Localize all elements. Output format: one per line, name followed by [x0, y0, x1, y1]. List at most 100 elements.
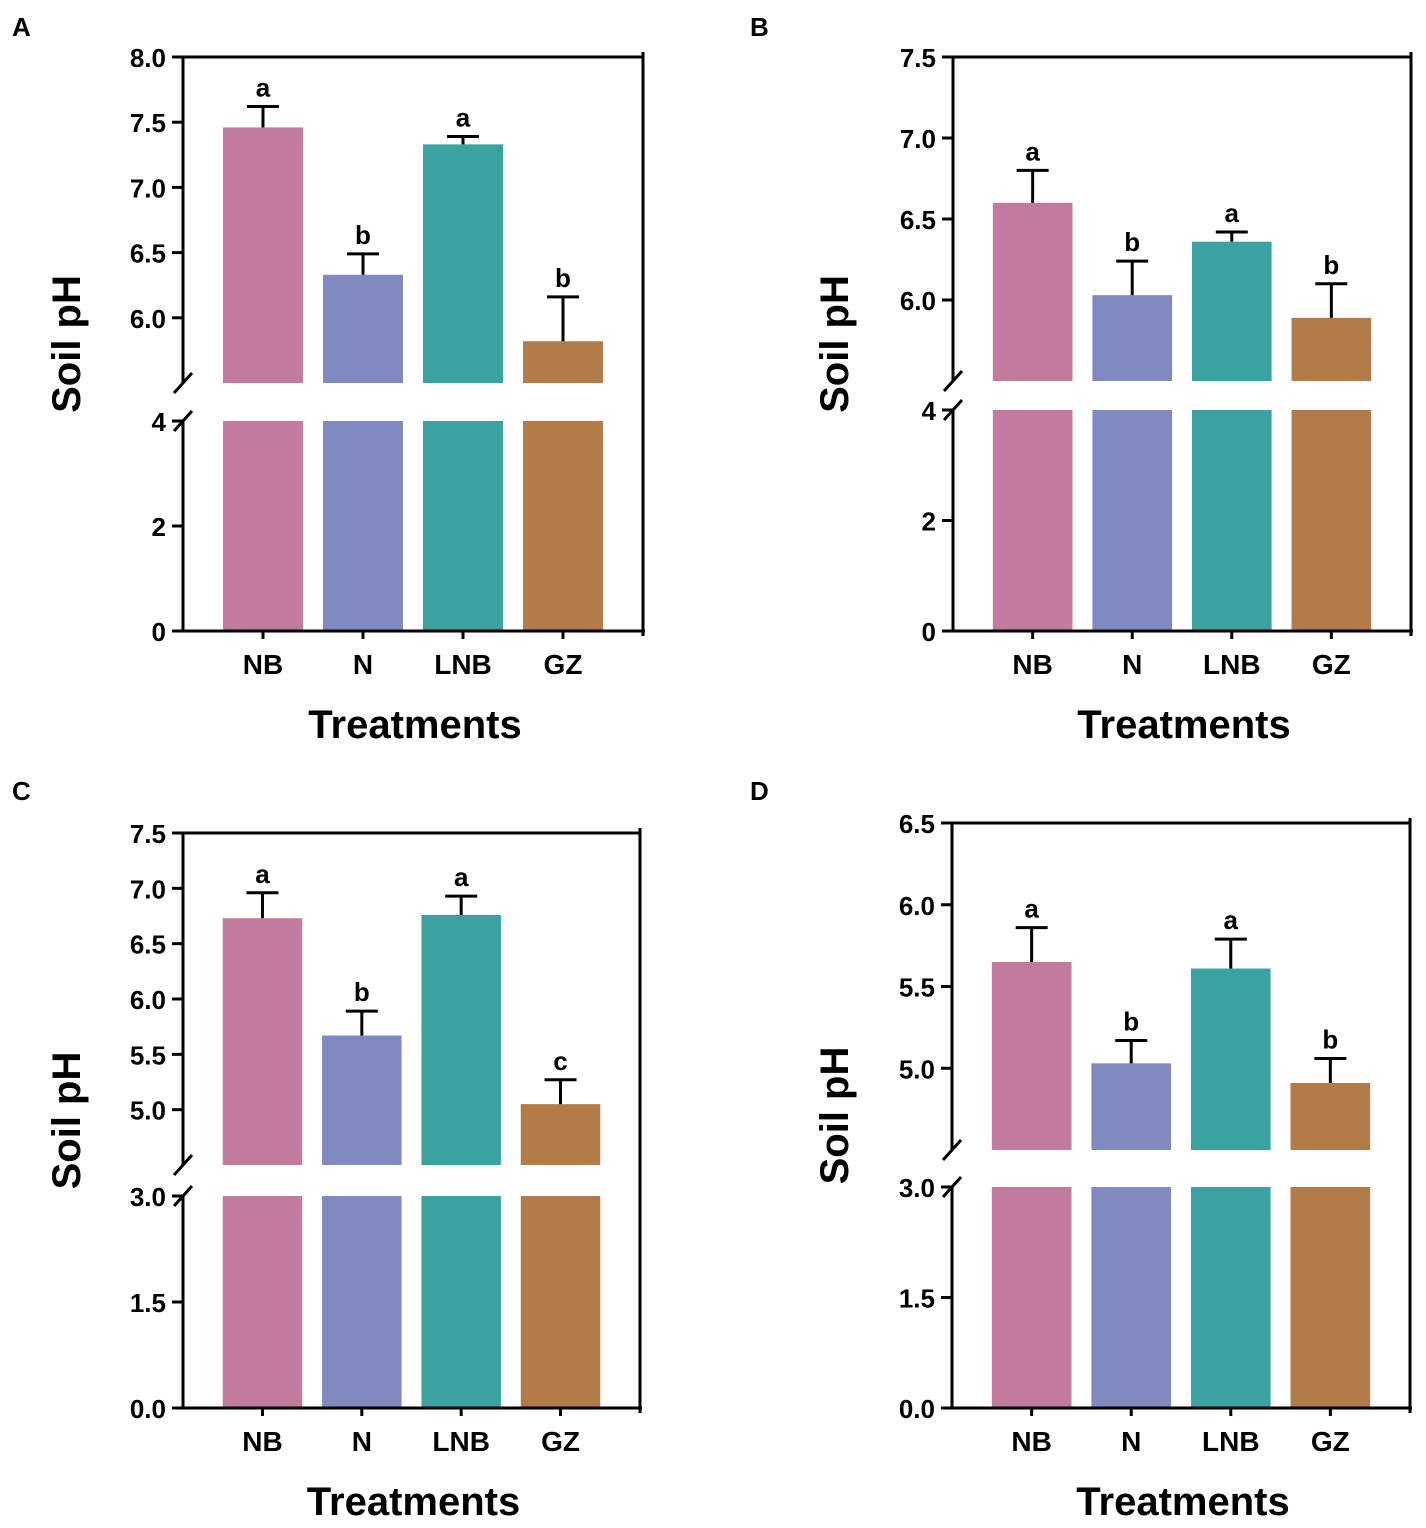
y-tick-label: 6.5 [130, 239, 166, 269]
bar-lower-NB [992, 410, 1073, 631]
panel-label: B [750, 12, 769, 42]
x-tick-label-N: N [1122, 649, 1142, 680]
bar-upper-LNB [1191, 241, 1272, 381]
bar-upper-GZ [1290, 1082, 1371, 1150]
significance-letter-GZ: b [555, 263, 571, 293]
x-tick-label-NB: NB [1011, 1426, 1051, 1457]
bar-lower-GZ [1290, 1187, 1371, 1408]
y-tick-label: 8.0 [130, 43, 166, 73]
bar-upper-NB [991, 961, 1072, 1150]
significance-letter-GZ: b [1322, 1024, 1338, 1054]
y-tick-label: 3.0 [130, 1182, 166, 1212]
y-tick-label: 7.0 [130, 874, 166, 904]
bar-lower-LNB [421, 1196, 501, 1408]
significance-letter-N: b [355, 220, 371, 250]
axis-break-mark [942, 369, 964, 393]
y-tick-label: 6.5 [899, 809, 935, 839]
x-tick-label-NB: NB [1012, 649, 1052, 680]
panel-label: A [12, 12, 31, 42]
y-tick-label: 1.5 [899, 1284, 935, 1314]
significance-letter-N: b [1123, 1006, 1139, 1036]
bar-upper-GZ [1291, 317, 1372, 381]
bar-upper-N [322, 1035, 402, 1165]
significance-letter-GZ: b [1323, 250, 1339, 280]
y-tick-label: 0 [922, 617, 936, 647]
significance-letter-LNB: a [1224, 905, 1239, 935]
x-tick-label-GZ: GZ [1311, 1426, 1350, 1457]
y-axis-title: Soil pH [45, 1052, 89, 1190]
y-tick-label: 0 [152, 617, 166, 647]
y-tick-label: 2 [922, 507, 936, 537]
y-tick-label: 6.5 [900, 205, 936, 235]
significance-letter-NB: a [255, 859, 270, 889]
y-tick-label: 3.0 [899, 1173, 935, 1203]
y-tick-label: 5.5 [899, 973, 935, 1003]
y-tick-label: 7.5 [130, 819, 166, 849]
significance-letter-LNB: a [1225, 198, 1240, 228]
y-tick-label: 7.0 [130, 173, 166, 203]
bar-lower-N [1092, 410, 1173, 631]
bar-upper-N [1092, 295, 1173, 381]
y-axis-title: Soil pH [45, 275, 89, 413]
bar-upper-GZ [520, 1104, 601, 1165]
bar-lower-LNB [423, 421, 503, 631]
significance-letter-LNB: a [454, 862, 469, 892]
y-tick-label: 5.0 [130, 1096, 166, 1126]
bar-lower-GZ [1291, 410, 1372, 631]
bar-lower-NB [222, 1196, 303, 1408]
bar-upper-NB [222, 918, 303, 1165]
bar-upper-GZ [523, 341, 603, 383]
panel-label: C [12, 776, 31, 806]
x-tick-label-N: N [1121, 1426, 1141, 1457]
y-tick-label: 6.0 [899, 891, 935, 921]
bar-lower-NB [991, 1187, 1072, 1408]
x-axis-title: Treatments [1076, 1480, 1289, 1524]
x-tick-label-LNB: LNB [432, 1426, 490, 1457]
x-tick-label-NB: NB [243, 649, 283, 680]
panel-label: D [750, 776, 769, 806]
x-tick-label-N: N [353, 649, 373, 680]
axis-break-mark [941, 1138, 963, 1162]
bar-upper-LNB [423, 144, 503, 383]
y-tick-label: 7.5 [130, 108, 166, 138]
axis-break-mark [172, 371, 194, 395]
x-tick-label-LNB: LNB [1202, 1426, 1260, 1457]
x-axis-title: Treatments [1077, 703, 1290, 747]
bar-lower-N [322, 1196, 402, 1408]
y-axis-title: Soil pH [813, 275, 857, 413]
y-tick-label: 6.0 [900, 286, 936, 316]
x-tick-label-GZ: GZ [544, 649, 583, 680]
y-tick-label: 0.0 [130, 1394, 166, 1424]
bar-upper-LNB [421, 914, 501, 1165]
x-tick-label-LNB: LNB [1203, 649, 1261, 680]
bar-lower-N [1091, 1187, 1172, 1408]
y-tick-label: 4 [152, 407, 167, 437]
x-tick-label-LNB: LNB [434, 649, 492, 680]
bar-upper-NB [992, 202, 1073, 381]
x-tick-label-N: N [352, 1426, 372, 1457]
bar-lower-LNB [1191, 410, 1272, 631]
axis-break-mark [172, 1153, 194, 1177]
y-tick-label: 0.0 [899, 1394, 935, 1424]
y-tick-label: 7.5 [900, 43, 936, 73]
bar-upper-LNB [1190, 968, 1271, 1150]
y-tick-label: 6.0 [130, 304, 166, 334]
significance-letter-N: b [1124, 227, 1140, 257]
y-tick-label: 1.5 [130, 1288, 166, 1318]
bar-upper-N [323, 274, 403, 383]
bar-lower-NB [223, 421, 303, 631]
bar-upper-N [1091, 1063, 1172, 1150]
significance-letter-NB: a [1024, 894, 1039, 924]
significance-letter-NB: a [1025, 136, 1040, 166]
significance-letter-LNB: a [456, 103, 471, 133]
y-tick-label: 5.5 [130, 1040, 166, 1070]
bar-lower-GZ [520, 1196, 601, 1408]
x-axis-title: Treatments [308, 703, 521, 747]
bar-lower-GZ [523, 421, 603, 631]
y-tick-label: 4 [922, 396, 937, 426]
significance-letter-NB: a [256, 73, 271, 103]
y-tick-label: 6.0 [130, 985, 166, 1015]
y-tick-label: 2 [152, 512, 166, 542]
y-tick-label: 6.5 [130, 930, 166, 960]
